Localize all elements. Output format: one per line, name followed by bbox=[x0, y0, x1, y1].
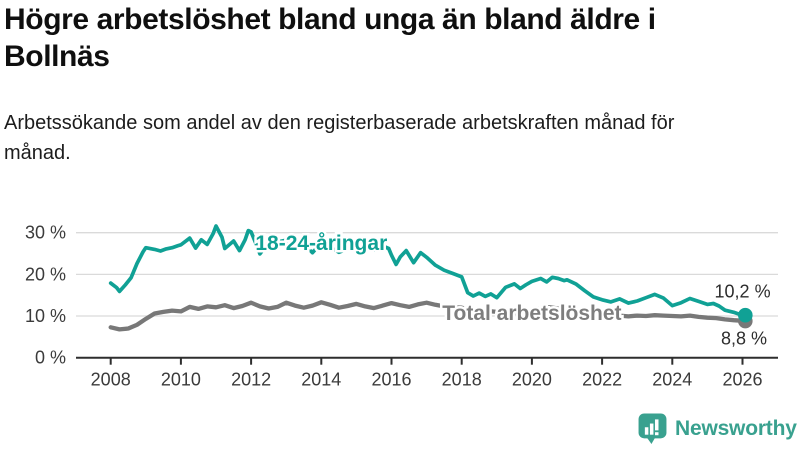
newsworthy-wordmark: Newsworthy bbox=[675, 416, 797, 440]
chart-title: Högre arbetslöshet bland unga än bland ä… bbox=[4, 3, 656, 73]
y-axis-tick-label: 30 % bbox=[25, 223, 66, 243]
x-axis-tick-label: 2016 bbox=[371, 370, 411, 390]
series-label: Total arbetslöshet bbox=[442, 302, 621, 325]
y-axis-tick-label: 10 % bbox=[25, 306, 66, 326]
x-axis-tick-label: 2014 bbox=[301, 370, 341, 390]
x-axis-tick-label: 2020 bbox=[512, 370, 552, 390]
x-axis-tick-label: 2012 bbox=[231, 370, 271, 390]
x-axis-tick-label: 2008 bbox=[91, 370, 131, 390]
series-line-total bbox=[108, 300, 748, 332]
series-line-young bbox=[108, 224, 748, 318]
bar-chart-speech-bubble-icon bbox=[638, 413, 667, 444]
series-label: 18-24-åringar bbox=[255, 232, 387, 255]
end-value-label: 8,8 % bbox=[721, 328, 767, 348]
line-chart: 2008 2010 2012 2014 2016 2018 2020 2022 2024 2026… bbox=[25, 223, 778, 390]
chart-subtitle: Arbetssökande som andel av den registerb… bbox=[4, 112, 675, 164]
x-axis-tick-label: 2010 bbox=[161, 370, 201, 390]
y-axis-tick-label: 0 % bbox=[35, 348, 66, 368]
series-end-dot-young bbox=[738, 307, 753, 323]
x-axis-tick-label: 2018 bbox=[442, 370, 482, 390]
x-axis-tick-label: 2024 bbox=[652, 370, 692, 390]
x-axis-tick-label: 2026 bbox=[722, 370, 762, 390]
y-axis-tick-label: 20 % bbox=[25, 264, 66, 284]
x-axis-tick-label: 2022 bbox=[582, 370, 622, 390]
newsworthy-logo[interactable]: Newsworthy bbox=[638, 413, 797, 444]
end-value-label: 10,2 % bbox=[715, 281, 771, 301]
